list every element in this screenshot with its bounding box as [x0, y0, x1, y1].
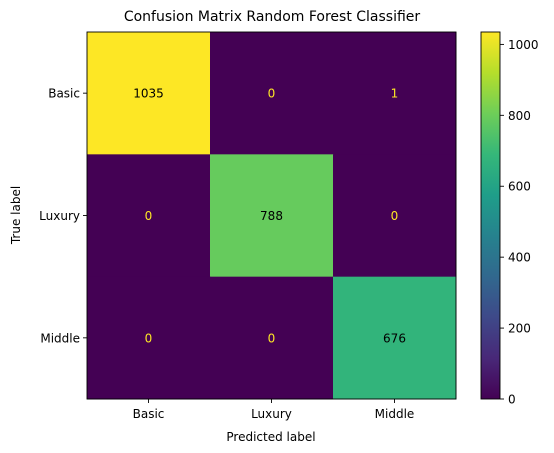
y-tick-label: Basic	[48, 87, 80, 101]
colorbar-tick-label: 800	[508, 109, 531, 123]
matrix-cell	[210, 32, 334, 155]
matrix-cell	[210, 154, 334, 278]
matrix-cell	[87, 276, 211, 400]
x-tick-label: Luxury	[251, 407, 292, 421]
x-axis-label: Predicted label	[226, 430, 315, 444]
matrix-cell	[333, 276, 457, 400]
matrix-cells	[87, 32, 457, 400]
cell-value-label: 0	[145, 331, 153, 345]
y-axis-ticks: Basic Luxury Middle	[39, 87, 87, 345]
chart-title: Confusion Matrix Random Forest Classifie…	[124, 9, 421, 25]
colorbar-tick-label: 400	[508, 251, 531, 265]
cell-value-label: 788	[260, 209, 283, 223]
matrix-cell	[87, 32, 211, 155]
matrix-cell	[210, 276, 334, 400]
x-axis-ticks: Basic Luxury Middle	[133, 399, 415, 421]
cell-value-label: 0	[268, 331, 276, 345]
colorbar-tick-label: 0	[508, 393, 516, 407]
cell-value-label: 0	[145, 209, 153, 223]
cell-value-label: 1035	[133, 87, 164, 101]
colorbar-ticks: 0 200 400 600 800 1000	[500, 38, 539, 407]
x-tick-label: Basic	[133, 407, 165, 421]
colorbar-tick-label: 1000	[508, 38, 539, 52]
matrix-cell	[87, 154, 211, 278]
cell-value-labels: 1035 0 1 0 788 0 0 0 676	[133, 87, 406, 346]
y-tick-label: Luxury	[39, 209, 80, 223]
y-axis-label: True label	[9, 186, 23, 245]
cell-value-label: 0	[391, 209, 399, 223]
matrix-cell	[333, 154, 457, 278]
colorbar-tick-label: 600	[508, 180, 531, 194]
y-tick-label: Middle	[40, 331, 80, 345]
cell-value-label: 0	[268, 87, 276, 101]
cell-value-label: 676	[383, 331, 406, 345]
colorbar	[480, 31, 501, 400]
colorbar-tick-label: 200	[508, 322, 531, 336]
matrix-cell	[333, 32, 457, 155]
x-tick-label: Middle	[375, 407, 415, 421]
cell-value-label: 1	[391, 87, 399, 101]
